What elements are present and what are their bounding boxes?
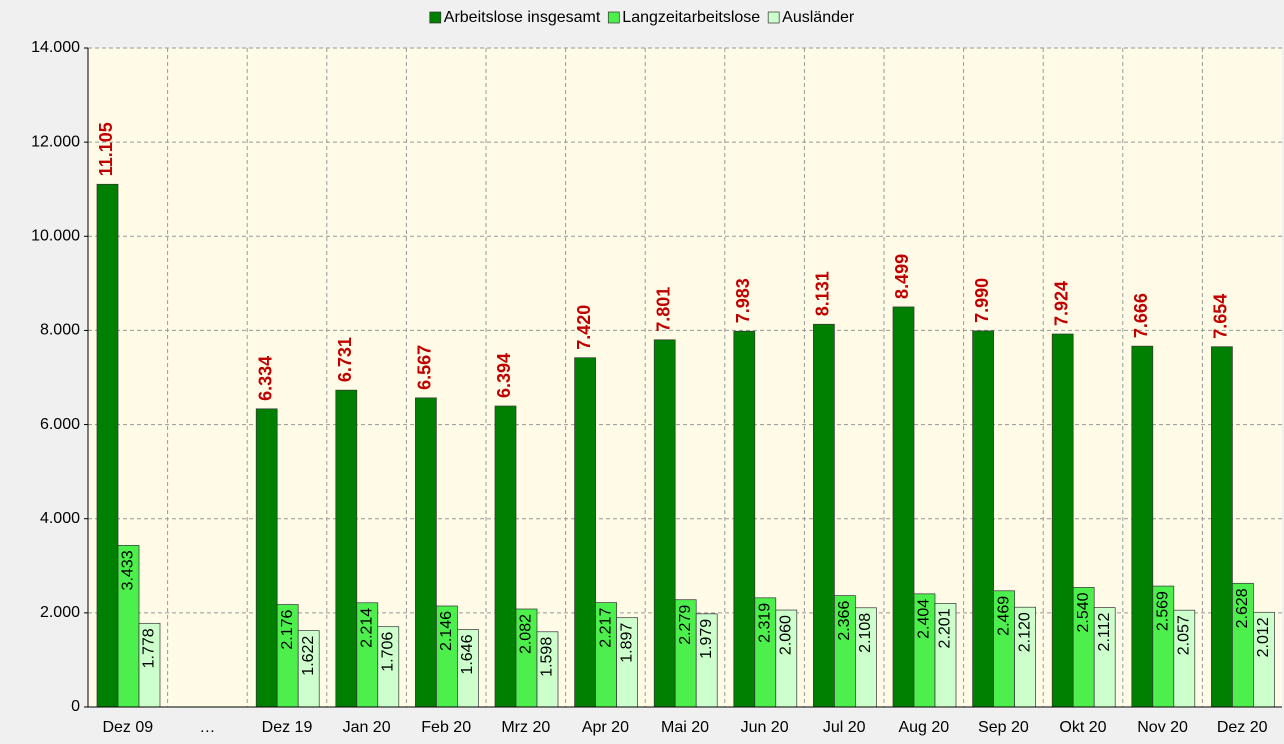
y-tick-label: 6.000: [40, 416, 80, 433]
value-label: 6.567: [415, 345, 435, 390]
legend-swatch: [607, 11, 620, 24]
value-label: 7.666: [1131, 293, 1151, 338]
value-label: 2.057: [1176, 615, 1193, 655]
value-label: 2.214: [359, 608, 376, 648]
value-label: 7.654: [1211, 294, 1231, 339]
x-tick-label: …: [199, 719, 215, 736]
legend-label: Arbeitslose insgesamt: [444, 9, 601, 26]
bar: [1051, 333, 1074, 708]
x-tick-label: Apr 20: [582, 719, 629, 736]
y-tick-label: 8.000: [40, 322, 80, 339]
value-label: 2.469: [995, 596, 1012, 636]
bar: [892, 306, 915, 708]
x-tick-label: Jul 20: [823, 719, 866, 736]
value-label: 1.897: [618, 623, 635, 663]
value-label: 7.420: [574, 305, 594, 350]
y-tick-label: 0: [71, 698, 80, 715]
bar: [972, 330, 994, 708]
value-label: 2.176: [279, 609, 296, 649]
bar: [494, 405, 517, 708]
bar: [255, 408, 278, 708]
value-label: 2.366: [836, 601, 853, 641]
bar: [96, 183, 119, 708]
bar: [335, 389, 358, 708]
legend-swatch: [429, 11, 442, 24]
value-label: 6.334: [255, 356, 275, 401]
value-label: 7.983: [733, 278, 753, 323]
bar: [653, 339, 676, 708]
value-label: 2.112: [1096, 612, 1113, 651]
value-label: 11.105: [96, 122, 116, 176]
value-label: 2.217: [597, 608, 614, 648]
bar: [1131, 345, 1154, 708]
y-tick-label: 4.000: [40, 510, 80, 527]
x-tick-label: Jun 20: [741, 719, 789, 736]
y-tick-label: 12.000: [31, 133, 80, 150]
x-tick-label: Mai 20: [661, 719, 709, 736]
value-label: 3.433: [120, 550, 137, 590]
value-label: 2.146: [438, 611, 455, 651]
value-label: 2.628: [1234, 588, 1251, 628]
value-label: 2.319: [757, 603, 774, 643]
x-tick-label: Jan 20: [343, 719, 391, 736]
bar: [813, 323, 835, 708]
value-label: 2.201: [937, 608, 954, 648]
x-tick-label: Aug 20: [898, 719, 949, 736]
value-label: 2.108: [857, 613, 874, 653]
x-tick-label: Dez 20: [1217, 719, 1268, 736]
x-tick-label: Sep 20: [978, 719, 1029, 736]
bar: [733, 330, 756, 708]
value-label: 1.622: [300, 636, 317, 676]
value-label: 1.646: [459, 634, 476, 674]
x-tick-label: Nov 20: [1137, 719, 1188, 736]
x-tick-label: Dez 19: [262, 719, 313, 736]
value-label: 7.990: [972, 278, 992, 323]
value-label: 2.404: [916, 599, 933, 639]
value-label: 8.131: [813, 271, 833, 316]
legend-label: Ausländer: [782, 9, 855, 26]
value-label: 2.082: [518, 614, 535, 654]
y-tick-label: 2.000: [40, 604, 80, 621]
x-tick-label: Feb 20: [421, 719, 471, 736]
legend: Arbeitslose insgesamt Langzeitarbeitslose…: [429, 9, 855, 26]
value-label: 1.979: [698, 619, 715, 659]
bar: [415, 397, 437, 708]
legend-swatch: [767, 11, 780, 24]
value-label: 6.394: [494, 353, 514, 398]
value-label: 1.778: [141, 628, 158, 668]
value-label: 6.731: [335, 337, 355, 382]
legend-label: Langzeitarbeitslose: [622, 9, 760, 26]
value-label: 2.540: [1075, 592, 1092, 632]
x-tick-label: Dez 09: [102, 719, 153, 736]
x-tick-label: Okt 20: [1059, 719, 1106, 736]
value-label: 7.924: [1051, 281, 1071, 326]
bar: [1211, 346, 1233, 708]
value-label: 7.801: [653, 287, 673, 332]
value-label: 8.499: [892, 254, 912, 299]
value-label: 2.060: [778, 615, 795, 655]
value-label: 2.569: [1155, 591, 1172, 631]
y-tick-label: 10.000: [31, 228, 80, 245]
value-label: 1.706: [380, 632, 397, 672]
value-label: 2.012: [1255, 617, 1272, 657]
bar: [574, 357, 596, 708]
value-label: 1.598: [539, 637, 556, 677]
x-tick-label: Mrz 20: [501, 719, 550, 736]
y-tick-label: 14.000: [31, 39, 80, 56]
value-label: 2.279: [677, 605, 694, 645]
value-label: 2.120: [1016, 612, 1033, 652]
